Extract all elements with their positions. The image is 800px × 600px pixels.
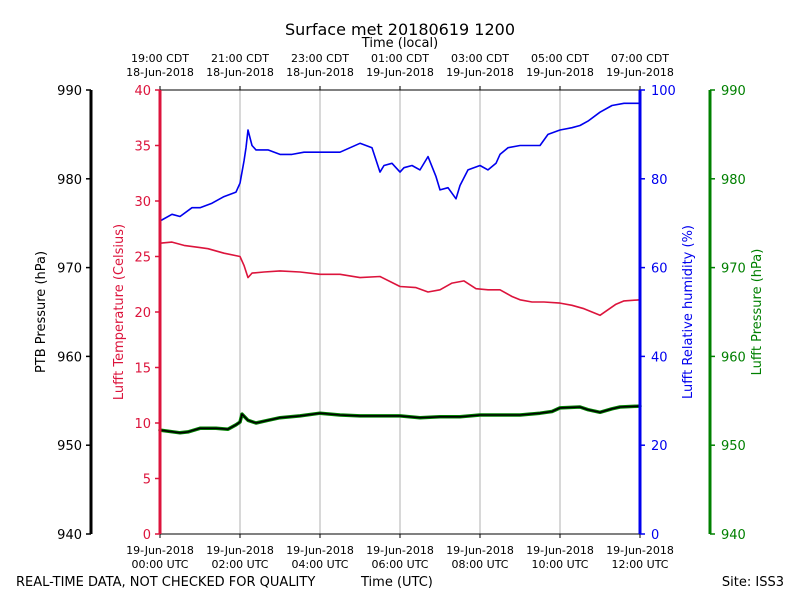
lufft-pressure-tick-label: 980 bbox=[721, 173, 746, 188]
bottom-tick-label: 19-Jun-2018 bbox=[286, 544, 354, 557]
humidity-tick-label: 0 bbox=[651, 528, 659, 543]
temperature-tick-label: 15 bbox=[134, 362, 151, 377]
bottom-tick-label: 00:00 UTC bbox=[131, 558, 188, 571]
temperature-tick-label: 25 bbox=[134, 251, 151, 266]
series-layer bbox=[158, 102, 642, 435]
grid-layer bbox=[239, 90, 561, 534]
temperature-tick-label: 5 bbox=[143, 473, 151, 488]
ptb-pressure-tick-label: 970 bbox=[57, 262, 82, 277]
bottom-axis-label: Time (UTC) bbox=[361, 575, 433, 590]
chart-title: Surface met 20180619 1200 bbox=[284, 20, 516, 39]
lufft-pressure-tick-label: 990 bbox=[721, 84, 746, 99]
ptb-pressure-tick-label: 950 bbox=[57, 439, 82, 454]
lufft-pressure-tick-label: 950 bbox=[721, 439, 746, 454]
bottom-tick-label: 19-Jun-2018 bbox=[206, 544, 274, 557]
humidity-tick-label: 40 bbox=[651, 350, 668, 365]
bottom-tick-label: 19-Jun-2018 bbox=[126, 544, 194, 557]
ptb-pressure-tick-label: 940 bbox=[57, 528, 82, 543]
humidity-tick-label: 60 bbox=[651, 262, 668, 277]
bottom-tick-label: 06:00 UTC bbox=[371, 558, 428, 571]
temperature-tick-label: 20 bbox=[134, 306, 151, 321]
ptb-pressure-tick-label: 980 bbox=[57, 173, 82, 188]
temperature-tick-label: 0 bbox=[143, 528, 151, 543]
top-tick-label: 19-Jun-2018 bbox=[446, 66, 514, 79]
top-tick-label: 05:00 CDT bbox=[531, 52, 589, 65]
ptb-pressure-axis-label: PTB Pressure (hPa) bbox=[34, 251, 49, 373]
bottom-tick-label: 19-Jun-2018 bbox=[446, 544, 514, 557]
temperature-tick-label: 35 bbox=[134, 140, 151, 155]
top-tick-label: 19-Jun-2018 bbox=[366, 66, 434, 79]
series-line-lufft-temperature bbox=[159, 241, 641, 317]
temperature-tick-label: 30 bbox=[134, 195, 151, 210]
humidity-tick-label: 100 bbox=[651, 84, 676, 99]
bottom-tick-label: 10:00 UTC bbox=[531, 558, 588, 571]
top-tick-label: 18-Jun-2018 bbox=[286, 66, 354, 79]
top-tick-label: 07:00 CDT bbox=[611, 52, 669, 65]
bottom-tick-label: 12:00 UTC bbox=[611, 558, 668, 571]
bottom-tick-label: 19-Jun-2018 bbox=[606, 544, 674, 557]
bottom-tick-label: 04:00 UTC bbox=[291, 558, 348, 571]
series-line-lufft-relative-humidity bbox=[159, 102, 641, 222]
temperature-axis-label: Lufft Temperature (Celsius) bbox=[112, 224, 127, 400]
humidity-tick-label: 80 bbox=[651, 173, 668, 188]
top-tick-label: 03:00 CDT bbox=[451, 52, 509, 65]
lufft-pressure-tick-label: 960 bbox=[721, 350, 746, 365]
ptb-pressure-tick-label: 960 bbox=[57, 350, 82, 365]
top-tick-label: 01:00 CDT bbox=[371, 52, 429, 65]
top-tick-label: 19:00 CDT bbox=[131, 52, 189, 65]
top-tick-label: 18-Jun-2018 bbox=[126, 66, 194, 79]
humidity-axis-label: Lufft Relative humidity (%) bbox=[681, 225, 696, 399]
top-tick-label: 18-Jun-2018 bbox=[206, 66, 274, 79]
top-tick-label: 19-Jun-2018 bbox=[606, 66, 674, 79]
lufft-pressure-tick-label: 940 bbox=[721, 528, 746, 543]
top-axis-label: Time (local) bbox=[361, 36, 438, 51]
lufft-pressure-axis-label: Lufft Pressure (hPa) bbox=[750, 249, 765, 376]
bottom-tick-label: 19-Jun-2018 bbox=[366, 544, 434, 557]
lufft-pressure-tick-label: 970 bbox=[721, 262, 746, 277]
temperature-tick-label: 40 bbox=[134, 84, 151, 99]
temperature-tick-label: 10 bbox=[134, 417, 151, 432]
bottom-tick-label: 19-Jun-2018 bbox=[526, 544, 594, 557]
quality-note: REAL-TIME DATA, NOT CHECKED FOR QUALITY bbox=[16, 575, 316, 590]
ptb-pressure-tick-label: 990 bbox=[57, 84, 82, 99]
site-label: Site: ISS3 bbox=[721, 575, 784, 590]
humidity-tick-label: 20 bbox=[651, 439, 668, 454]
bottom-tick-label: 08:00 UTC bbox=[451, 558, 508, 571]
series-line-ptb-pressure bbox=[159, 405, 641, 434]
top-tick-label: 23:00 CDT bbox=[291, 52, 349, 65]
bottom-tick-label: 02:00 UTC bbox=[211, 558, 268, 571]
top-tick-label: 21:00 CDT bbox=[211, 52, 269, 65]
top-tick-label: 19-Jun-2018 bbox=[526, 66, 594, 79]
